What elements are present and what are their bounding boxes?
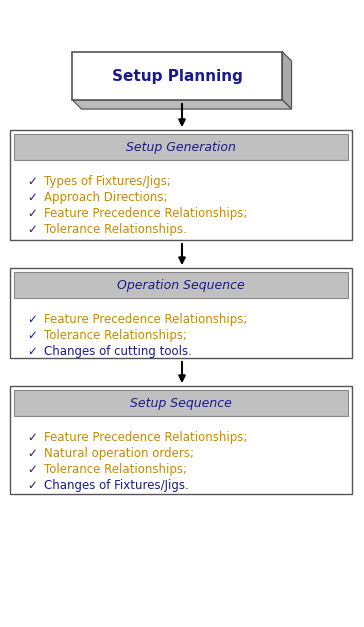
Text: ✓: ✓: [27, 480, 37, 492]
FancyBboxPatch shape: [14, 390, 348, 416]
Text: ✓: ✓: [27, 448, 37, 460]
Text: Setup Sequence: Setup Sequence: [130, 396, 232, 409]
Text: Changes of Fixtures/Jigs.: Changes of Fixtures/Jigs.: [44, 480, 189, 492]
Text: Tolerance Relationships;: Tolerance Relationships;: [44, 330, 187, 342]
Text: Tolerance Relationships;: Tolerance Relationships;: [44, 463, 187, 477]
Text: ✓: ✓: [27, 208, 37, 221]
Text: ✓: ✓: [27, 191, 37, 204]
Polygon shape: [282, 52, 292, 109]
Text: Setup Generation: Setup Generation: [126, 140, 236, 154]
FancyBboxPatch shape: [14, 272, 348, 298]
Text: ✓: ✓: [27, 345, 37, 359]
Text: Feature Precedence Relationships;: Feature Precedence Relationships;: [44, 314, 248, 327]
FancyBboxPatch shape: [72, 52, 282, 100]
Text: ✓: ✓: [27, 330, 37, 342]
Text: ✓: ✓: [27, 176, 37, 189]
Text: Operation Sequence: Operation Sequence: [117, 278, 245, 292]
Polygon shape: [72, 100, 292, 109]
FancyBboxPatch shape: [10, 130, 352, 240]
Text: ✓: ✓: [27, 314, 37, 327]
FancyBboxPatch shape: [10, 268, 352, 358]
FancyBboxPatch shape: [14, 134, 348, 160]
Text: Feature Precedence Relationships;: Feature Precedence Relationships;: [44, 431, 248, 445]
Text: ✓: ✓: [27, 431, 37, 445]
Text: Changes of cutting tools.: Changes of cutting tools.: [44, 345, 192, 359]
Text: Feature Precedence Relationships;: Feature Precedence Relationships;: [44, 208, 248, 221]
Text: Natural operation orders;: Natural operation orders;: [44, 448, 194, 460]
Text: ✓: ✓: [27, 463, 37, 477]
Text: Types of Fixtures/Jigs;: Types of Fixtures/Jigs;: [44, 176, 171, 189]
Text: Approach Directions;: Approach Directions;: [44, 191, 167, 204]
FancyBboxPatch shape: [10, 386, 352, 494]
Text: ✓: ✓: [27, 223, 37, 236]
Text: Tolerance Relationships.: Tolerance Relationships.: [44, 223, 187, 236]
Text: Setup Planning: Setup Planning: [112, 68, 243, 83]
